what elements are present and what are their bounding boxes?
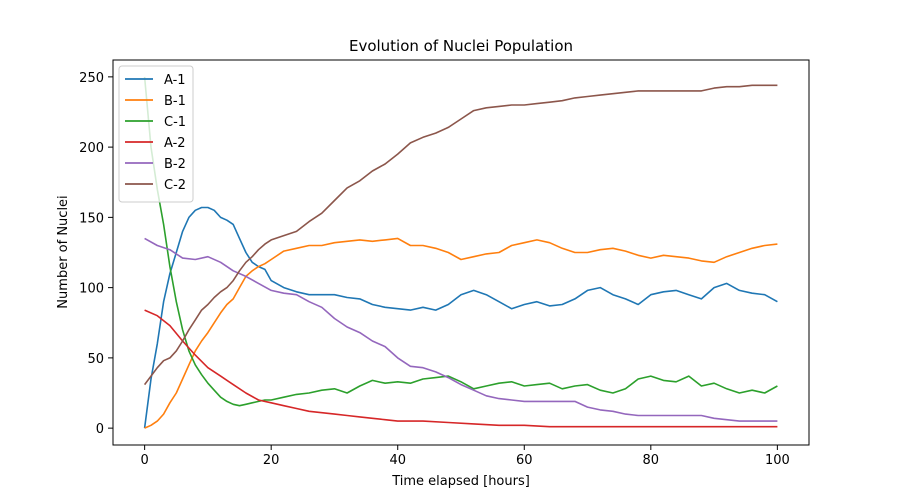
x-tick-label: 60 <box>516 453 533 468</box>
legend-label: A-1 <box>164 73 186 88</box>
legend: A-1 B-1 C-1 A-2 B-2 C-2 <box>118 65 194 203</box>
x-axis-ticks: 0 20 40 60 80 100 <box>140 445 790 468</box>
legend-label: A-2 <box>164 136 186 151</box>
x-tick-label: 40 <box>389 453 406 468</box>
x-tick-label: 80 <box>643 453 660 468</box>
series-line-c-2 <box>143 84 778 386</box>
x-tick-label: 0 <box>140 453 148 468</box>
y-tick-label: 150 <box>79 211 104 226</box>
y-tick-label: 200 <box>79 141 104 156</box>
x-tick-label: 100 <box>765 453 790 468</box>
series-line-a-2 <box>144 309 778 428</box>
legend-label: C-2 <box>164 178 186 193</box>
chart-title: Evolution of Nuclei Population <box>349 37 573 55</box>
series-lines <box>143 76 778 429</box>
series-line-b-1 <box>144 237 778 429</box>
legend-label: B-1 <box>164 94 186 109</box>
series-line-c-1 <box>143 76 778 407</box>
y-tick-label: 100 <box>79 282 104 297</box>
y-tick-label: 50 <box>87 352 104 367</box>
axes-frame <box>112 59 810 446</box>
series-line-a-1 <box>143 206 778 429</box>
y-tick-label: 250 <box>79 71 104 86</box>
legend-label: B-2 <box>164 157 186 172</box>
legend-label: C-1 <box>164 115 186 130</box>
x-axis-label: Time elapsed [hours] <box>391 474 530 489</box>
y-axis-ticks: 0 50 100 150 200 250 <box>79 71 113 437</box>
y-tick-label: 0 <box>96 422 104 437</box>
y-axis-label: Number of Nuclei <box>56 195 71 308</box>
x-tick-label: 20 <box>263 453 280 468</box>
